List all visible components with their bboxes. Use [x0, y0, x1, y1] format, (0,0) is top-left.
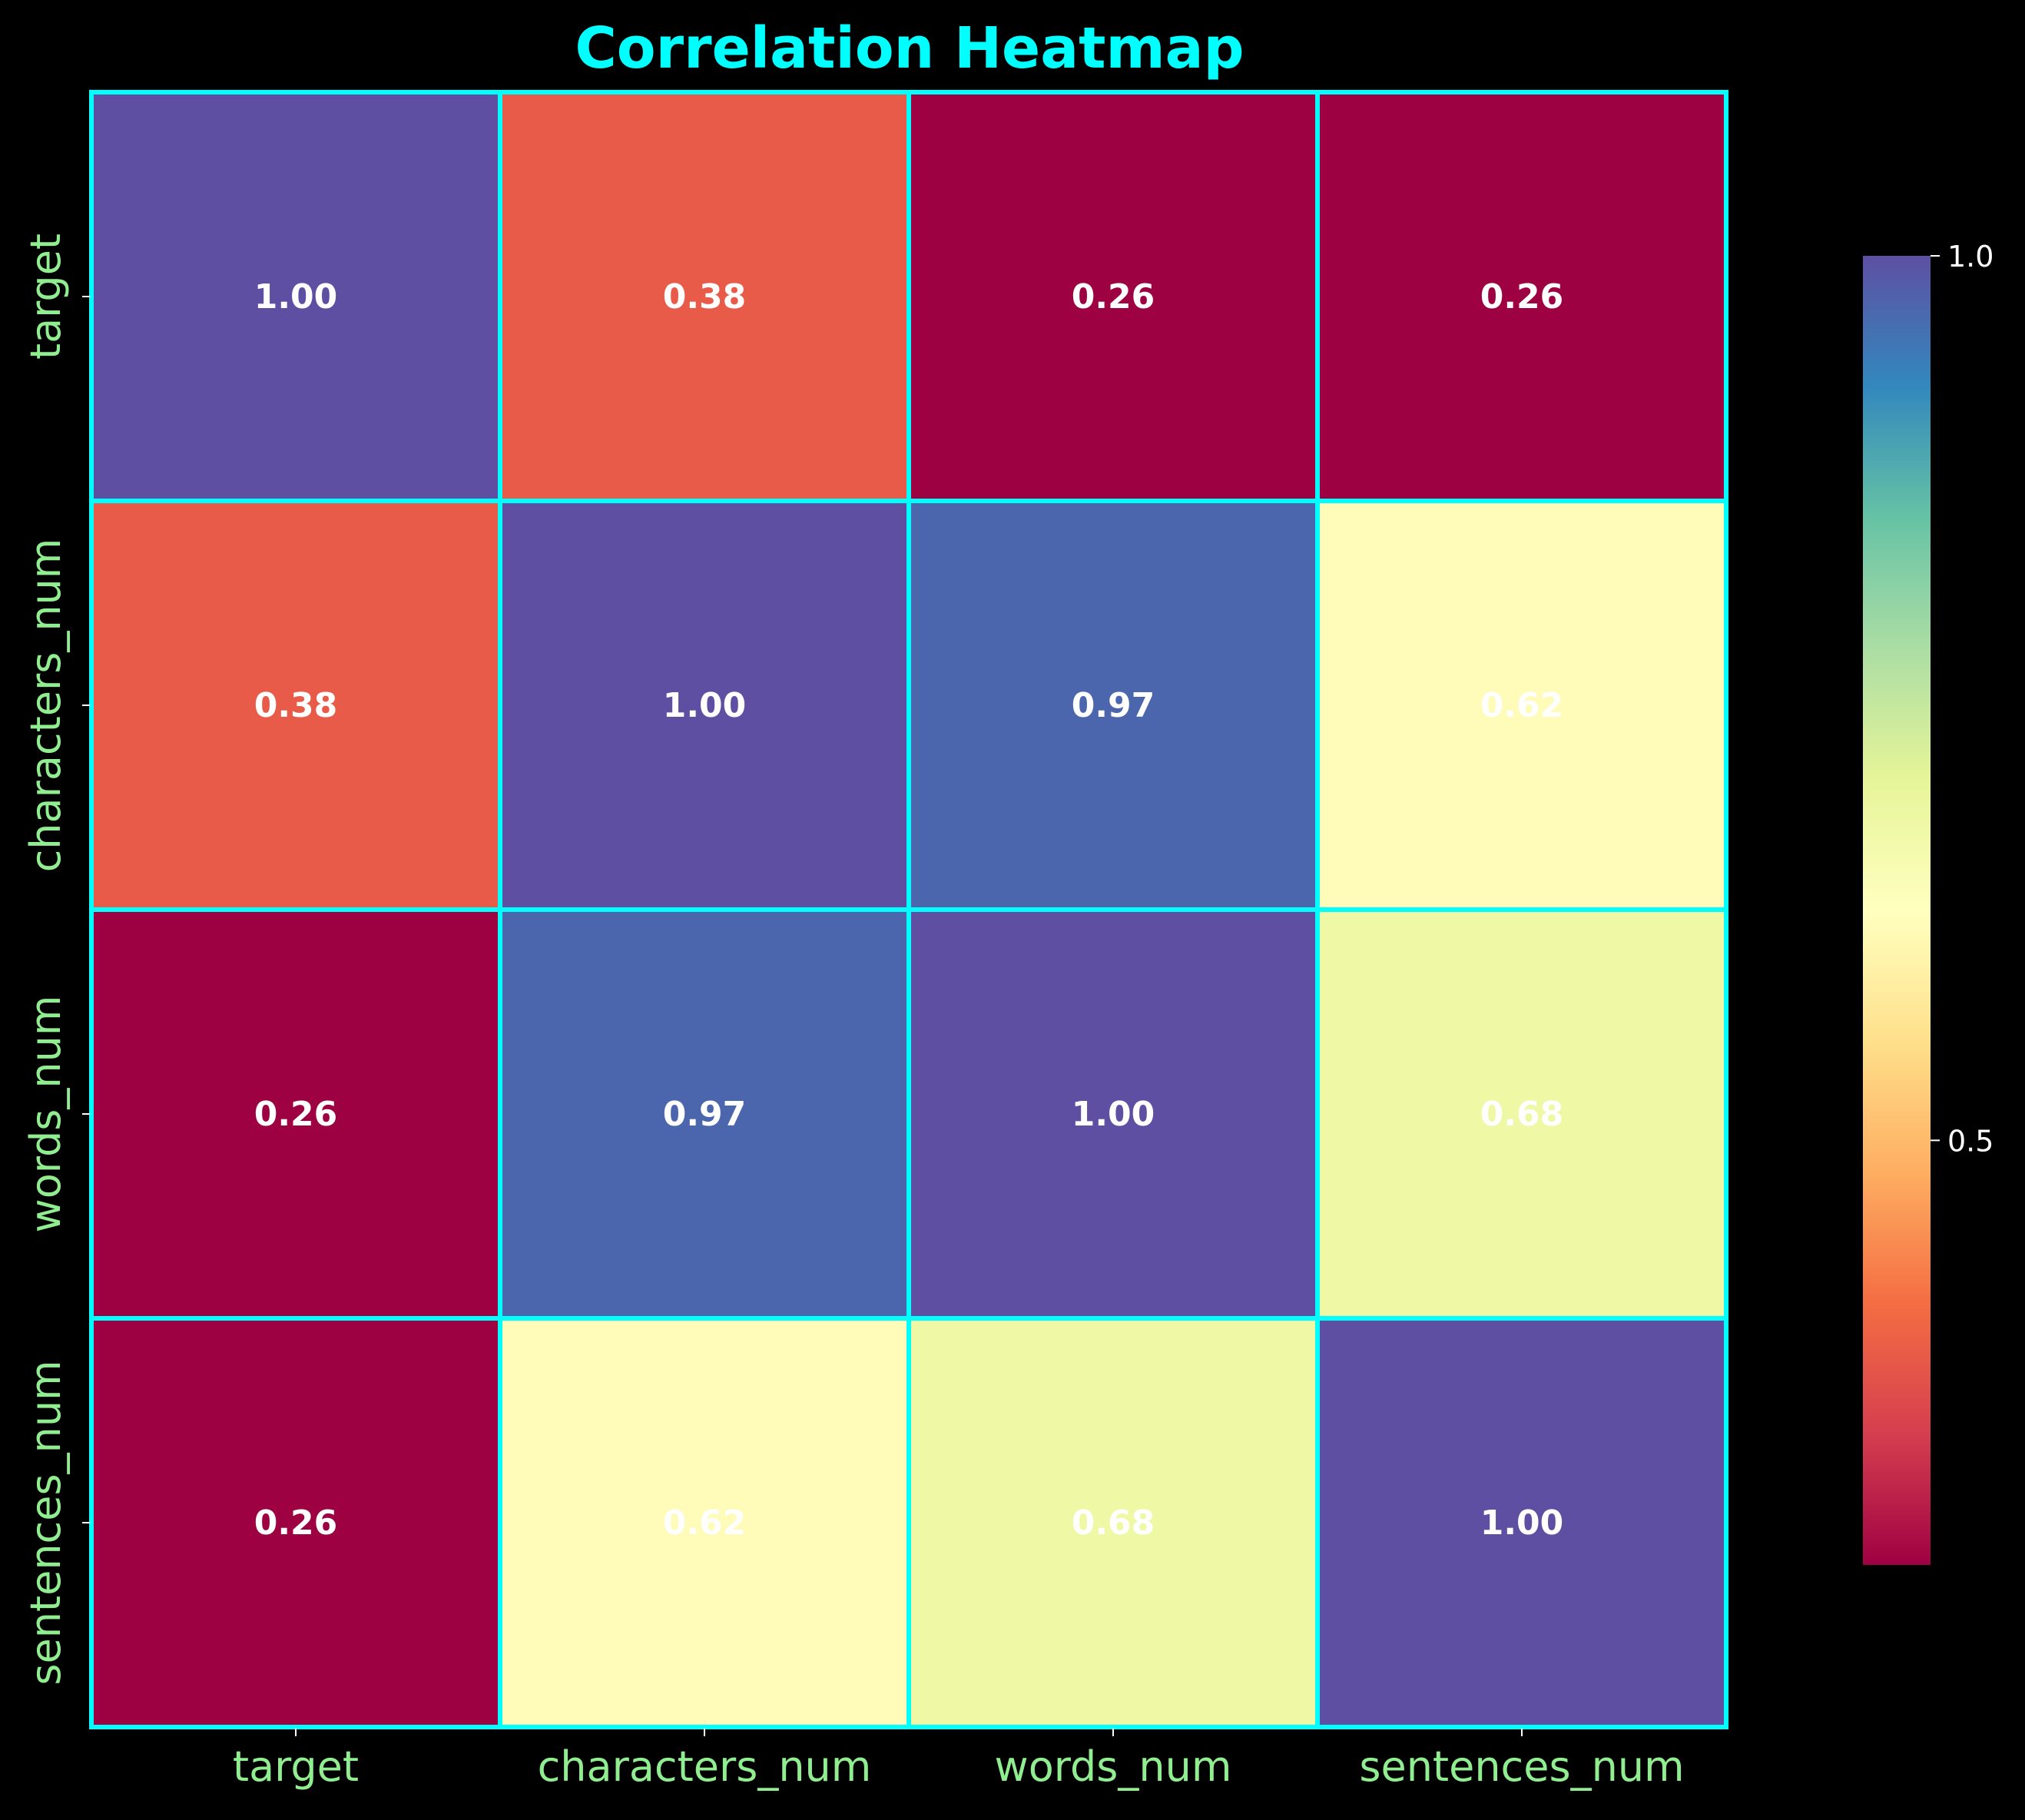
cell-value-label: 1.00: [663, 686, 747, 725]
heatmap-cell: [89, 1316, 502, 1729]
cell-value-label: 0.38: [254, 686, 338, 725]
y-tick-label: target: [22, 234, 70, 360]
colorbar-gradient: [1863, 256, 1931, 1565]
cell-value-label: 0.38: [663, 277, 747, 317]
y-tick-label: characters_num: [22, 539, 70, 873]
cell-value-label: 1.00: [254, 277, 338, 317]
heatmap-cell: [906, 90, 1320, 503]
heatmap-cell: [498, 1316, 911, 1729]
x-axis: target characters_num words_num sentences_n…: [233, 1727, 1685, 1791]
cell-value-label: 0.26: [254, 1095, 338, 1134]
cell-value-label: 0.26: [1072, 277, 1155, 317]
colorbar-tick-label: 1.0: [1947, 240, 1994, 273]
heatmap-cell: [1315, 907, 1728, 1321]
colorbar-tick-label: 0.5: [1947, 1124, 1994, 1158]
x-tick-label: target: [233, 1742, 359, 1791]
cell-value-label: 0.68: [1480, 1095, 1564, 1134]
heatmap-cell: [1315, 1316, 1728, 1729]
cell-value-label: 0.68: [1072, 1503, 1155, 1543]
heatmap-cell-labels: 1.00 0.38 0.26 0.26 0.38 1.00 0.97 0.62 0.26 0.97…: [254, 277, 1564, 1543]
cell-value-label: 1.00: [1072, 1095, 1155, 1134]
y-axis: target characters_num words_num sentences_n…: [22, 234, 91, 1686]
colorbar: 0.5 1.0: [1863, 240, 1994, 1565]
plot-frame: [90, 91, 1728, 1729]
cell-value-label: 0.26: [1480, 277, 1564, 317]
heatmap-cell: [906, 1316, 1320, 1729]
heatmap-cells: [89, 90, 1728, 1729]
chart-title: Correlation Heatmap: [575, 15, 1244, 81]
y-tick-label: sentences_num: [22, 1360, 70, 1685]
heatmap-cell: [906, 499, 1320, 912]
heatmap-cell: [498, 907, 911, 1321]
heatmap-cell: [1315, 90, 1728, 503]
x-tick-label: words_num: [995, 1742, 1232, 1791]
heatmap-cell: [1315, 499, 1728, 912]
cell-value-label: 0.62: [1480, 686, 1564, 725]
x-tick-label: sentences_num: [1359, 1742, 1684, 1791]
cell-value-label: 0.97: [1072, 686, 1155, 725]
heatmap-cell: [89, 90, 502, 503]
cell-value-label: 0.62: [663, 1503, 747, 1543]
cell-value-label: 0.97: [663, 1095, 747, 1134]
y-tick-label: words_num: [22, 996, 70, 1233]
x-tick-label: characters_num: [538, 1742, 872, 1791]
cell-value-label: 1.00: [1480, 1503, 1564, 1543]
cell-value-label: 0.26: [254, 1503, 338, 1543]
